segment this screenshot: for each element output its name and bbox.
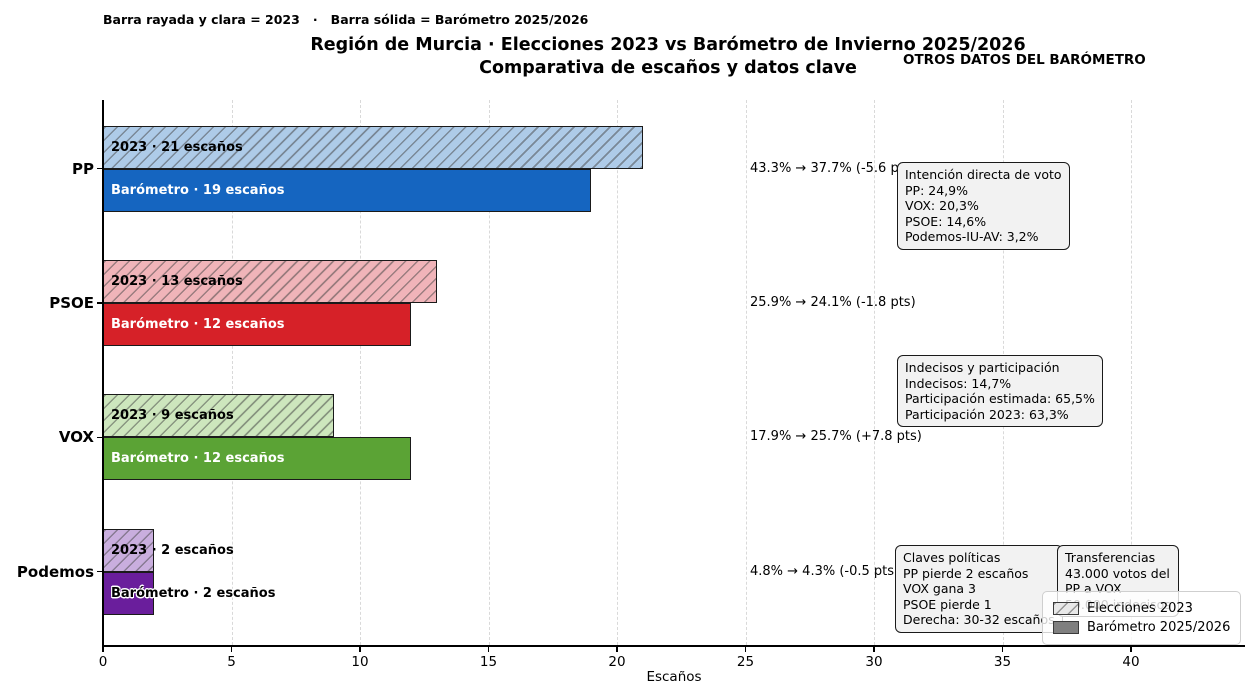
gridline — [488, 100, 490, 645]
info-box-claves-politicas: Claves políticas PP pierde 2 escaños VOX g… — [895, 545, 1063, 633]
x-tick-label: 40 — [1122, 654, 1140, 670]
info-box-intencion-voto-line: PP: 24,9% — [905, 182, 968, 198]
x-tick-mark — [359, 647, 361, 652]
bar-label-barometro-podemos: Barómetro · 2 escaños — [111, 585, 276, 601]
share-annotation-podemos: 4.8% → 4.3% (-0.5 pts) — [750, 563, 900, 579]
legend-label: Barómetro 2025/2026 — [1087, 620, 1231, 635]
info-box-indecisos-participacion-title: Indecisos y participación — [905, 360, 1060, 375]
gridline — [617, 100, 618, 645]
x-tick-mark — [487, 647, 490, 652]
info-box-claves-politicas-title: Claves políticas — [903, 550, 1001, 565]
info-box-transferencias-title: Transferencias — [1065, 550, 1156, 565]
info-box-claves-politicas-line: VOX gana 3 — [903, 581, 977, 597]
y-tick-mark — [97, 436, 103, 439]
x-tick-label: 15 — [479, 654, 498, 670]
others-data-heading: OTROS DATOS DEL BARÓMETRO — [903, 52, 1146, 68]
x-tick-label: 20 — [608, 654, 626, 670]
bar-2023-psoe — [103, 259, 438, 303]
bar-label-2023-psoe: 2023 · 13 escaños — [111, 273, 243, 289]
x-tick-label: 30 — [865, 654, 883, 670]
info-box-indecisos-participacion-line: Indecisos: 14,7% — [905, 375, 1012, 391]
info-box-indecisos-participacion: Indecisos y participación Indecisos: 14,7… — [897, 355, 1103, 428]
x-axis-label: Escaños — [646, 669, 702, 685]
info-box-intencion-voto-line: VOX: 20,3% — [905, 198, 979, 214]
gridline — [1131, 100, 1132, 645]
y-tick-mark — [97, 167, 103, 170]
bar-barometro-psoe — [103, 302, 412, 346]
gridline — [745, 100, 747, 645]
bar-2023-vox — [103, 394, 335, 438]
y-tick-mark — [97, 302, 103, 304]
bar-barometro-podemos — [103, 571, 155, 615]
legend-label: Elecciones 2023 — [1087, 601, 1193, 616]
bar-barometro-vox — [103, 437, 412, 481]
y-axis-label-podemos: Podemos — [16, 562, 94, 581]
x-tick-label: 0 — [98, 654, 108, 670]
x-tick-mark — [616, 647, 618, 652]
info-box-claves-politicas-line: PP pierde 2 escaños — [903, 565, 1029, 581]
info-box-intencion-voto: Intención directa de voto PP: 24,9% VOX: 2… — [897, 162, 1070, 250]
y-axis-label-vox: VOX — [58, 428, 94, 447]
x-tick-mark — [873, 647, 875, 652]
x-tick-mark — [744, 647, 747, 652]
info-box-indecisos-participacion-line: Participación estimada: 65,5% — [905, 391, 1095, 407]
legend: Elecciones 2023 Barómetro 2025/2026 — [1042, 591, 1242, 645]
x-tick-mark — [230, 647, 233, 652]
legend-swatch-hatched — [1053, 602, 1079, 615]
y-axis-spine — [102, 100, 104, 646]
legend-item-bar-metro-2025-2026: Barómetro 2025/2026 — [1053, 619, 1230, 636]
x-tick-mark — [1130, 647, 1132, 652]
y-axis-label-pp: PP — [72, 159, 94, 178]
legend-item-elecciones-2023: Elecciones 2023 — [1053, 600, 1230, 617]
share-annotation-pp: 43.3% → 37.7% (-5.6 pts) — [750, 160, 916, 176]
bar-label-2023-podemos: 2023 · 2 escaños — [111, 542, 234, 558]
bar-label-barometro-pp: Barómetro · 19 escaños — [111, 182, 285, 198]
x-tick-label: 10 — [351, 654, 369, 670]
x-tick-label: 5 — [227, 654, 236, 670]
info-box-intencion-voto-line: Podemos-IU-AV: 3,2% — [905, 229, 1039, 245]
info-box-indecisos-participacion-line: Participación 2023: 63,3% — [905, 406, 1069, 422]
bar-2023-podemos — [103, 528, 155, 572]
bar-label-2023-pp: 2023 · 21 escaños — [111, 139, 243, 155]
chart-subtitle: Comparativa de escaños y datos clave — [479, 58, 857, 78]
x-axis-spine — [102, 645, 1245, 647]
y-tick-mark — [97, 570, 103, 573]
gridline — [231, 100, 233, 645]
legend-swatch-solid — [1053, 621, 1079, 634]
chart-title-block: Región de Murcia · Elecciones 2023 vs Ba… — [268, 34, 1068, 80]
gridline — [360, 100, 361, 645]
bar-label-barometro-vox: Barómetro · 12 escaños — [111, 451, 285, 467]
info-box-claves-politicas-line: PSOE pierde 1 — [903, 596, 992, 612]
x-tick-label: 35 — [993, 654, 1012, 670]
info-box-intencion-voto-line: PSOE: 14,6% — [905, 213, 987, 229]
bar-label-barometro-psoe: Barómetro · 12 escaños — [111, 316, 285, 332]
share-annotation-psoe: 25.9% → 24.1% (-1.8 pts) — [750, 294, 916, 310]
x-tick-mark — [1001, 647, 1004, 652]
chart-title: Región de Murcia · Elecciones 2023 vs Ba… — [310, 35, 1026, 55]
gridline — [874, 100, 875, 645]
bar-barometro-pp — [103, 168, 592, 212]
share-annotation-vox: 17.9% → 25.7% (+7.8 pts) — [750, 429, 922, 445]
bar-2023-pp — [103, 125, 643, 169]
bar-label-2023-vox: 2023 · 9 escaños — [111, 408, 234, 424]
x-tick-label: 25 — [736, 654, 755, 670]
color-key-note: Barra rayada y clara = 2023 · Barra sóli… — [103, 12, 589, 27]
info-box-transferencias-line: 43.000 votos del — [1065, 565, 1170, 581]
y-axis-label-psoe: PSOE — [49, 293, 94, 312]
info-box-intencion-voto-title: Intención directa de voto — [905, 167, 1062, 182]
info-box-claves-politicas-line: Derecha: 30-32 escaños — [903, 612, 1055, 628]
x-tick-mark — [102, 647, 104, 652]
